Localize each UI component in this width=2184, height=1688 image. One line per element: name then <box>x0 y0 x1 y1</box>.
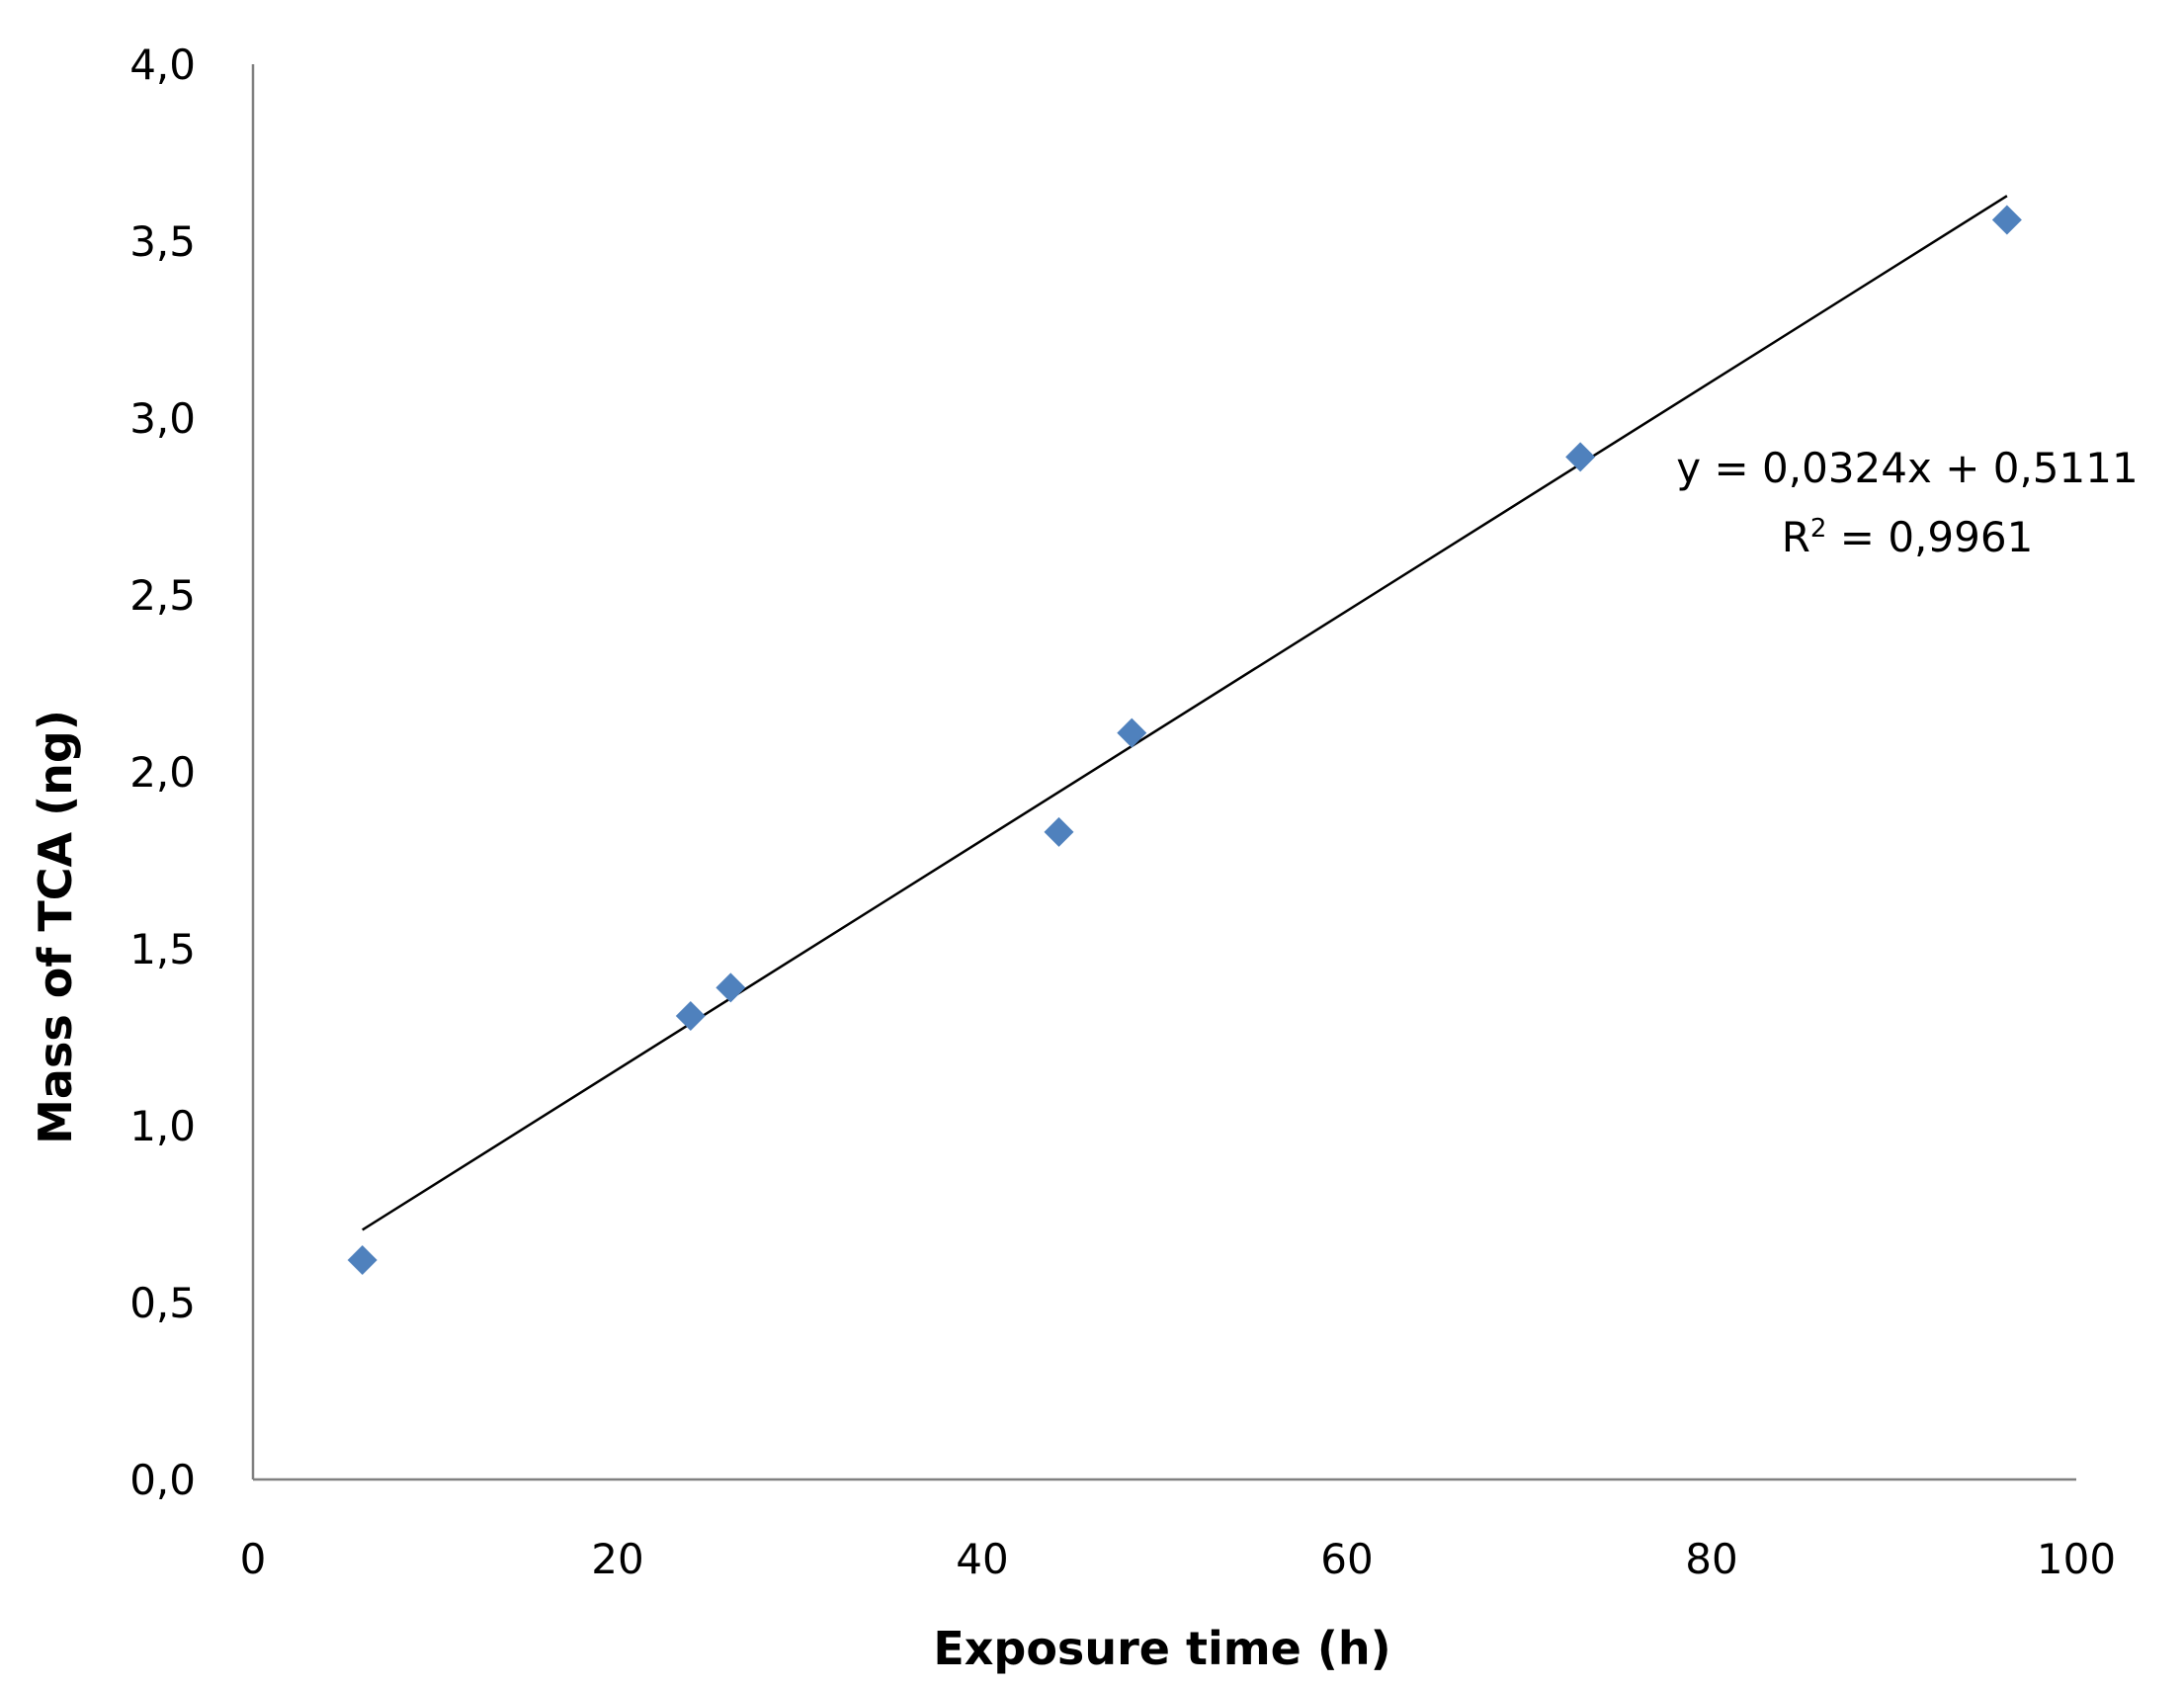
trendline-group <box>362 195 2008 1231</box>
y-tick-label: 4,0 <box>129 41 196 89</box>
y-tick-label: 3,0 <box>129 394 196 443</box>
tick-labels: 0 20 40 60 80 100 0,0 0,5 1,0 1,5 2,0 2,5 3,0 3,5 4,0 <box>129 41 2116 1583</box>
data-points <box>347 205 2022 1276</box>
r-squared-label: R2 = 0,9961 <box>1782 513 2034 561</box>
x-tick-label: 60 <box>1320 1535 1373 1583</box>
r-squared-value: = 0,9961 <box>1826 513 2033 561</box>
x-tick-label: 20 <box>591 1535 643 1583</box>
trendline <box>362 195 2008 1231</box>
data-point <box>1565 442 1596 472</box>
y-tick-label: 2,0 <box>129 748 196 797</box>
y-tick-label: 0,5 <box>129 1279 196 1327</box>
x-axis-title: Exposure time (h) <box>933 1622 1390 1675</box>
y-tick-label: 0,0 <box>129 1456 196 1504</box>
y-tick-label: 1,0 <box>129 1102 196 1150</box>
x-tick-label: 40 <box>956 1535 1008 1583</box>
data-point <box>675 1001 706 1032</box>
r-squared-superscript: 2 <box>1810 514 1827 544</box>
x-tick-label: 100 <box>2037 1535 2116 1583</box>
x-tick-label: 0 <box>240 1535 267 1583</box>
y-tick-label: 2,5 <box>129 571 196 620</box>
axes <box>251 64 2076 1481</box>
data-point <box>715 972 746 1003</box>
data-point <box>1044 816 1074 847</box>
y-axis-title: Mass of TCA (ng) <box>29 710 82 1144</box>
data-point <box>347 1245 378 1276</box>
y-tick-label: 1,5 <box>129 925 196 973</box>
r-squared-prefix: R <box>1782 513 1810 561</box>
y-tick-label: 3,5 <box>129 217 196 266</box>
data-point <box>1117 717 1147 748</box>
data-point <box>1991 205 2022 235</box>
trendline-equation: y = 0,0324x + 0,5111 <box>1676 444 2138 492</box>
x-tick-label: 80 <box>1685 1535 1737 1583</box>
